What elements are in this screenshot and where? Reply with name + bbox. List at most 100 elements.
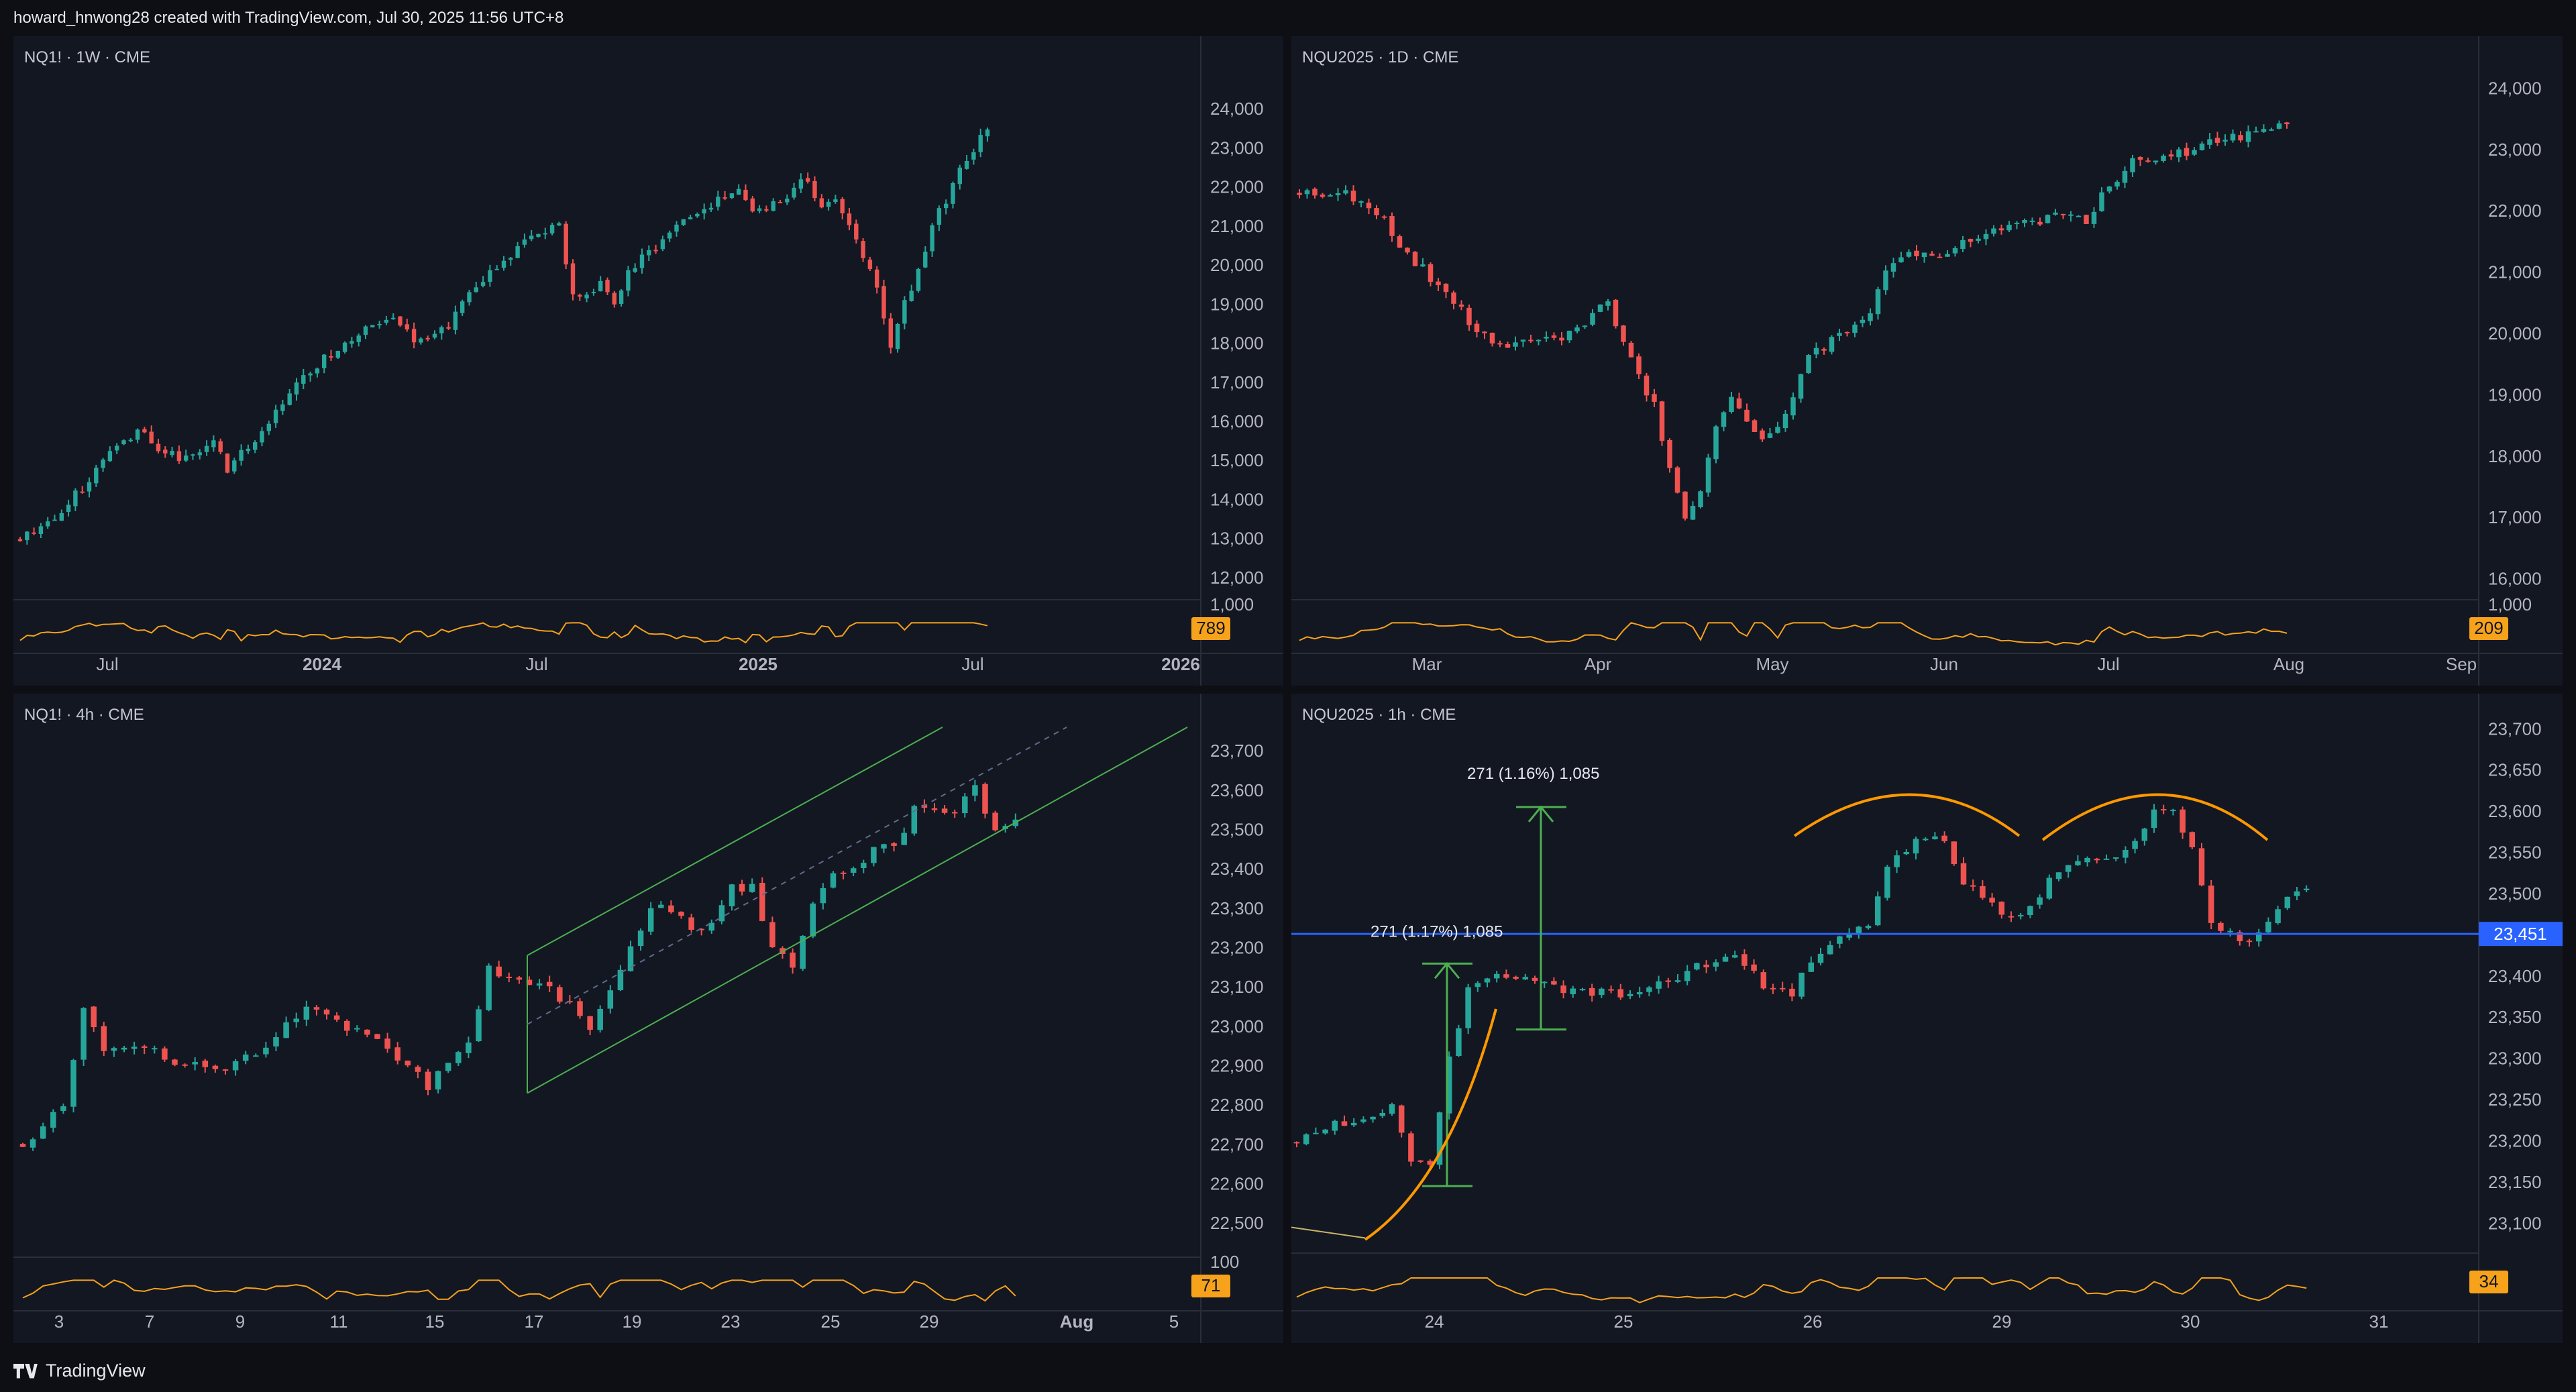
candle-body xyxy=(2045,215,2051,223)
candle-body xyxy=(757,208,762,211)
candle-body xyxy=(1829,337,1835,352)
candle-body xyxy=(2189,832,2196,847)
candle-body xyxy=(546,981,553,987)
candle-body xyxy=(557,223,561,226)
candle-body xyxy=(496,966,502,977)
candle-body xyxy=(2303,888,2310,891)
candle-body xyxy=(543,233,547,235)
candle-body xyxy=(1293,1142,1300,1144)
candle-body xyxy=(370,325,375,327)
candle-body xyxy=(1559,337,1564,341)
chart-svg-weekly[interactable]: 24,000 23,000 22,000 21,000 20,000 19,000 18,0… xyxy=(13,36,1283,686)
header-bar: howard_hnwong28 created with TradingView… xyxy=(0,0,2576,36)
candle-body xyxy=(1313,1132,1319,1134)
candle-body xyxy=(1713,426,1719,460)
chart-svg-4h[interactable]: 23,700 23,600 23,500 23,400 23,300 23,200 23,1… xyxy=(13,694,1283,1343)
candle-body xyxy=(1590,313,1595,325)
candle-body xyxy=(2192,150,2197,155)
candle-body xyxy=(1731,955,1738,958)
chart-panel-daily[interactable]: NQU2025 · 1D · CME 24,000 23,000 22,000 21,… xyxy=(1291,36,2563,686)
candle-body xyxy=(2114,182,2120,186)
candle-body xyxy=(115,445,119,451)
candle-body xyxy=(2284,122,2290,125)
candle-body xyxy=(50,1112,56,1128)
candle-body xyxy=(668,905,674,912)
chart-svg-daily[interactable]: 24,000 23,000 22,000 21,000 20,000 19,000 18,0… xyxy=(1291,36,2563,686)
candle-body xyxy=(1474,983,1481,987)
trend-line xyxy=(1291,1226,1366,1239)
brand-label: TradingView xyxy=(46,1360,146,1381)
candle-body xyxy=(38,526,44,534)
y-tick-label: 18,000 xyxy=(2488,446,2542,466)
candle-body xyxy=(501,260,506,268)
candle-body xyxy=(1446,1056,1452,1114)
indicator-value-badge xyxy=(2469,617,2508,640)
channel-mid-line xyxy=(527,727,1067,1025)
x-tick-label: Jul xyxy=(2097,654,2119,674)
candle-body xyxy=(2230,133,2236,141)
candle-body xyxy=(2065,865,2072,872)
candle-body xyxy=(536,233,541,237)
chart-panel-weekly[interactable]: NQ1! · 1W · CME 24,000 23,000 22,000 21,000… xyxy=(13,36,1283,686)
candle-body xyxy=(121,440,126,445)
candle-body xyxy=(785,199,790,203)
candle-body xyxy=(1989,898,1995,903)
candle-body xyxy=(1722,957,1729,962)
candle-body xyxy=(1474,323,1480,333)
candle-body xyxy=(749,884,755,892)
chart-panel-4h[interactable]: NQ1! · 4h · CME 23,700 23,600 23,500 23,400… xyxy=(13,694,1283,1343)
candle-body xyxy=(142,429,147,433)
candle-body xyxy=(2246,941,2253,943)
candle-body xyxy=(2294,891,2300,896)
candle-body xyxy=(2053,212,2058,215)
candle-body xyxy=(107,451,113,462)
candle-body xyxy=(617,969,624,991)
x-tick-label: 26 xyxy=(1803,1311,1823,1332)
candle-body xyxy=(2132,841,2138,849)
candle-body xyxy=(70,1060,76,1107)
candle-body xyxy=(419,338,423,343)
y-tick-label: 23,500 xyxy=(1210,820,1264,840)
candle-body xyxy=(2103,858,2110,860)
candle-body xyxy=(176,451,182,462)
candle-body xyxy=(750,198,755,212)
candle-body xyxy=(263,1047,269,1055)
candle-body xyxy=(2141,828,2148,841)
candle-body xyxy=(771,201,775,211)
candle-body xyxy=(1636,992,1643,995)
candle-body xyxy=(156,443,161,451)
candle-body xyxy=(32,532,36,534)
candle-body xyxy=(1684,971,1690,981)
chart-panel-1h[interactable]: NQU2025 · 1h · CME 23,700 23,650 23,600 23,… xyxy=(1291,694,2563,1343)
candle-body xyxy=(1522,977,1529,980)
indicator-scale-label: 100 xyxy=(1210,1252,1239,1272)
candle-body xyxy=(1397,236,1403,248)
candle-body xyxy=(474,287,478,292)
y-tick-label: 22,700 xyxy=(1210,1134,1264,1155)
candle-body xyxy=(1597,304,1603,312)
candle-body xyxy=(152,1048,158,1050)
candle-body xyxy=(1952,248,1958,254)
candle-body xyxy=(1560,985,1566,994)
candle-body xyxy=(2238,135,2243,141)
candle-body xyxy=(425,1071,431,1090)
candle-body xyxy=(1827,945,1833,955)
candle-body xyxy=(2094,859,2100,861)
tradingview-logo[interactable]: TradingView xyxy=(0,1360,146,1381)
candle-body xyxy=(1890,263,1896,272)
candle-body xyxy=(2208,886,2214,923)
candle-body xyxy=(273,1037,279,1047)
candle-body xyxy=(1865,926,1872,928)
candle-body xyxy=(308,373,313,376)
candle-body xyxy=(2137,156,2143,160)
y-tick-label: 23,100 xyxy=(1210,977,1264,997)
candle-body xyxy=(759,883,765,921)
candle-body xyxy=(52,519,57,521)
y-tick-label: 12,000 xyxy=(1210,568,1264,588)
chart-svg-1h[interactable]: 23,70023,65023,60023,55023,50023,45023,4… xyxy=(1291,694,2563,1343)
candle-body xyxy=(222,1069,229,1071)
candle-body xyxy=(87,482,92,492)
y-tick-label: 23,100 xyxy=(2488,1213,2542,1233)
candle-body xyxy=(149,431,154,443)
candle-body xyxy=(769,922,775,947)
